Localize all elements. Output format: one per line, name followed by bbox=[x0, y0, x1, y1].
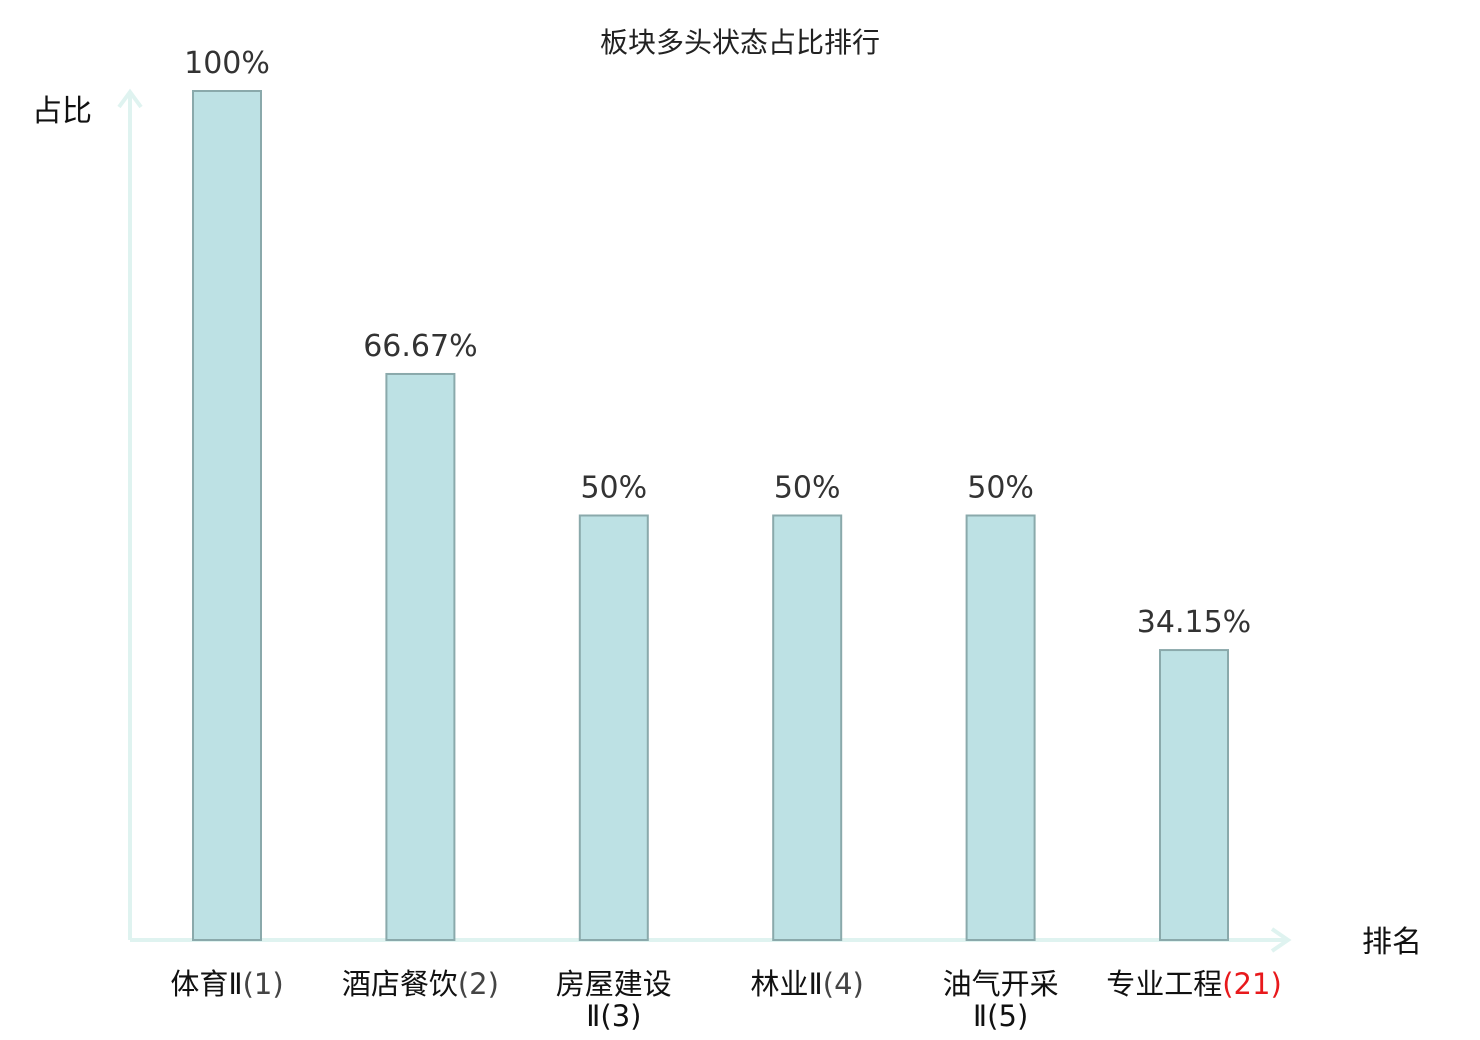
category-label: 林业Ⅱ(4) bbox=[751, 967, 864, 1001]
category-label: 酒店餐饮(2) bbox=[342, 967, 499, 1001]
category-rank-label: Ⅱ(3) bbox=[586, 999, 641, 1033]
value-label: 34.15% bbox=[1137, 605, 1251, 640]
category-rank: (1) bbox=[243, 967, 284, 1001]
category-label: 体育Ⅱ(1) bbox=[170, 967, 283, 1001]
value-label: 50% bbox=[580, 471, 647, 506]
category-name: 专业工程 bbox=[1106, 967, 1222, 1001]
value-label: 50% bbox=[774, 471, 841, 506]
value-label: 100% bbox=[184, 46, 270, 81]
category-rank: (4) bbox=[823, 967, 864, 1001]
chart-title: 板块多头状态占比排行 bbox=[600, 26, 880, 59]
bar bbox=[965, 514, 1036, 941]
value-label: 66.67% bbox=[363, 329, 477, 364]
category-label: 房屋建设 bbox=[556, 967, 672, 1001]
category-rank-label: Ⅱ(5) bbox=[973, 999, 1028, 1033]
category-name: 林业Ⅱ bbox=[751, 967, 823, 1001]
x-axis-arrow-icon bbox=[1270, 927, 1292, 953]
value-label: 50% bbox=[967, 471, 1034, 506]
y-axis-arrow-icon bbox=[117, 88, 143, 109]
bar bbox=[1159, 649, 1229, 942]
category-rank: (21) bbox=[1222, 967, 1282, 1001]
category-label: 油气开采 bbox=[943, 967, 1059, 1001]
bar bbox=[192, 90, 262, 941]
category-label: 专业工程(21) bbox=[1106, 967, 1282, 1001]
category-rank: (2) bbox=[458, 967, 499, 1001]
category-name: 酒店餐饮 bbox=[342, 967, 458, 1001]
bar bbox=[772, 514, 843, 941]
category-name: 体育Ⅱ bbox=[170, 967, 242, 1001]
bar bbox=[385, 372, 456, 942]
y-axis-label: 占比 bbox=[32, 94, 92, 129]
bar bbox=[578, 514, 649, 941]
x-axis-label: 排名 bbox=[1362, 925, 1422, 960]
